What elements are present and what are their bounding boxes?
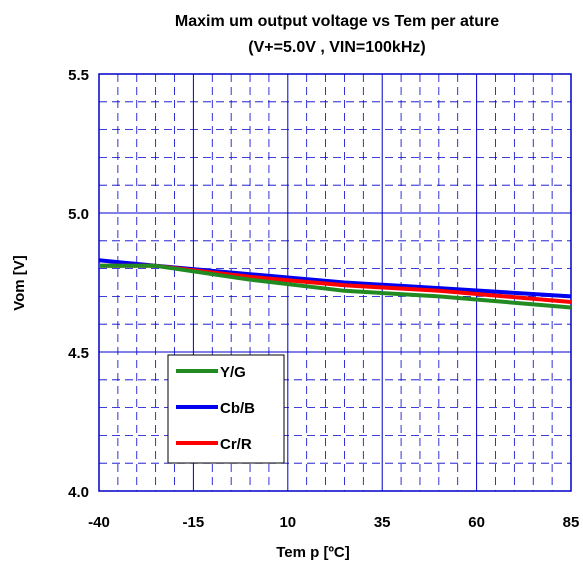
legend-label: Y/G <box>220 364 246 381</box>
y-axis-label: Vom [V] <box>11 255 28 311</box>
x-axis-tick-labels: -40 -15 10 35 60 85 <box>88 514 579 531</box>
x-tick-label: 10 <box>279 514 296 531</box>
x-tick-label: 60 <box>468 514 485 531</box>
chart-subtitle: (V+=5.0V , VIN=100kHz) <box>248 39 425 56</box>
x-tick-label: -15 <box>183 514 205 531</box>
series-line-y-g <box>99 263 572 310</box>
legend-label: Cr/R <box>220 436 252 453</box>
chart-title: Maxim um output voltage vs Tem per ature <box>175 13 499 30</box>
legend: Y/G Cb/B Cr/R <box>167 354 285 464</box>
plot-area <box>98 73 572 492</box>
y-tick-label: 4.0 <box>68 484 89 501</box>
x-tick-label: 35 <box>374 514 391 531</box>
legend-label: Cb/B <box>220 400 255 417</box>
y-tick-label: 5.5 <box>68 67 89 84</box>
x-axis-label: Tem p [ºC] <box>276 544 350 561</box>
y-axis-tick-labels: 4.0 4.5 5.0 5.5 <box>68 67 89 501</box>
y-tick-label: 4.5 <box>68 345 89 362</box>
x-tick-label: 85 <box>563 514 580 531</box>
y-tick-label: 5.0 <box>68 206 89 223</box>
series-lines <box>98 258 572 310</box>
x-tick-label: -40 <box>88 514 110 531</box>
